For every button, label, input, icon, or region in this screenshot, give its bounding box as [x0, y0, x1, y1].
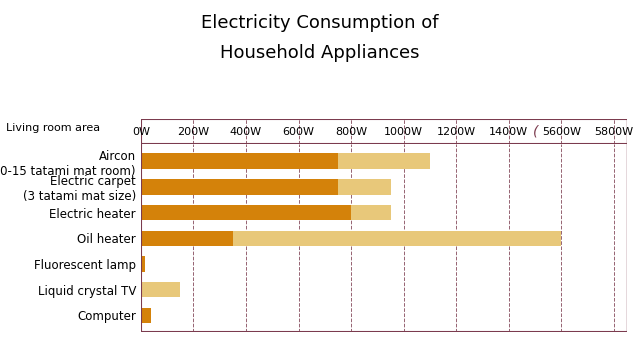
Text: (: ( [532, 125, 538, 139]
Bar [141, 256, 145, 272]
Text: 5600W: 5600W [542, 127, 581, 137]
Text: 400W: 400W [230, 127, 262, 137]
Bar [141, 179, 338, 195]
Bar [338, 153, 430, 169]
Bar [233, 231, 561, 246]
Text: 1400W: 1400W [490, 127, 529, 137]
Bar [141, 205, 351, 220]
Bar [141, 231, 233, 246]
Bar [351, 205, 390, 220]
Text: 600W: 600W [282, 127, 314, 137]
Text: 5800W: 5800W [595, 127, 634, 137]
Text: 1200W: 1200W [436, 127, 476, 137]
Bar [141, 153, 338, 169]
Bar [141, 282, 180, 297]
Text: 200W: 200W [177, 127, 209, 137]
Text: 0W: 0W [132, 127, 150, 137]
Bar [141, 308, 151, 323]
Text: Electricity Consumption of
Household Appliances: Electricity Consumption of Household App… [201, 14, 439, 62]
Text: Living room area: Living room area [6, 123, 100, 133]
Bar [338, 179, 390, 195]
Text: 800W: 800W [335, 127, 367, 137]
Text: 1000W: 1000W [384, 127, 423, 137]
